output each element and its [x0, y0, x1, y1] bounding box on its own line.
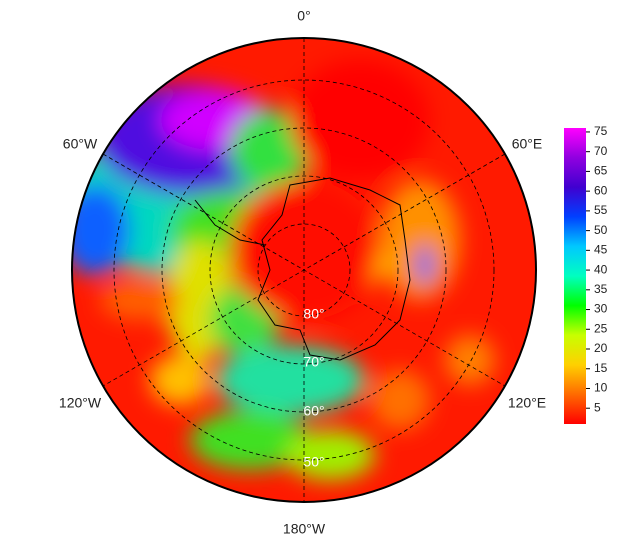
- lon-label: 60°W: [63, 136, 98, 152]
- lat-label: 80°: [303, 306, 324, 322]
- colorbar-tick-label: 10: [594, 381, 608, 395]
- lon-label: 120°W: [59, 395, 102, 411]
- lat-label: 50°: [303, 454, 324, 470]
- colorbar-tick-label: 75: [594, 124, 608, 138]
- colorbar-tick-label: 55: [594, 203, 608, 217]
- colorbar-tick-label: 25: [594, 321, 608, 335]
- colorbar-tick-label: 50: [594, 223, 608, 237]
- lat-label: 70°: [303, 354, 324, 370]
- colorbar-tick-label: 35: [594, 282, 608, 296]
- colorbar-tick-label: 5: [594, 400, 601, 414]
- colorbar: [564, 128, 586, 424]
- colorbar-tick-label: 30: [594, 302, 608, 316]
- colorbar-tick-label: 40: [594, 262, 608, 276]
- colorbar-tick-label: 45: [594, 243, 608, 257]
- colorbar-tick-label: 65: [594, 164, 608, 178]
- lon-label: 120°E: [508, 395, 546, 411]
- map-border: [71, 37, 537, 503]
- colorbar-tick-label: 70: [594, 144, 608, 158]
- colorbar-tick-label: 60: [594, 183, 608, 197]
- coastline: [257, 177, 411, 361]
- lat-label: 60°: [303, 403, 324, 419]
- field: [72, 38, 536, 502]
- lon-label: 60°E: [512, 136, 543, 152]
- colorbar-tick-label: 20: [594, 341, 608, 355]
- peninsula: [194, 199, 266, 246]
- colorbar-tick-label: 15: [594, 361, 608, 375]
- lon-label: 0°: [297, 8, 310, 24]
- lon-label: 180°W: [283, 521, 326, 537]
- graticule: [102, 38, 506, 502]
